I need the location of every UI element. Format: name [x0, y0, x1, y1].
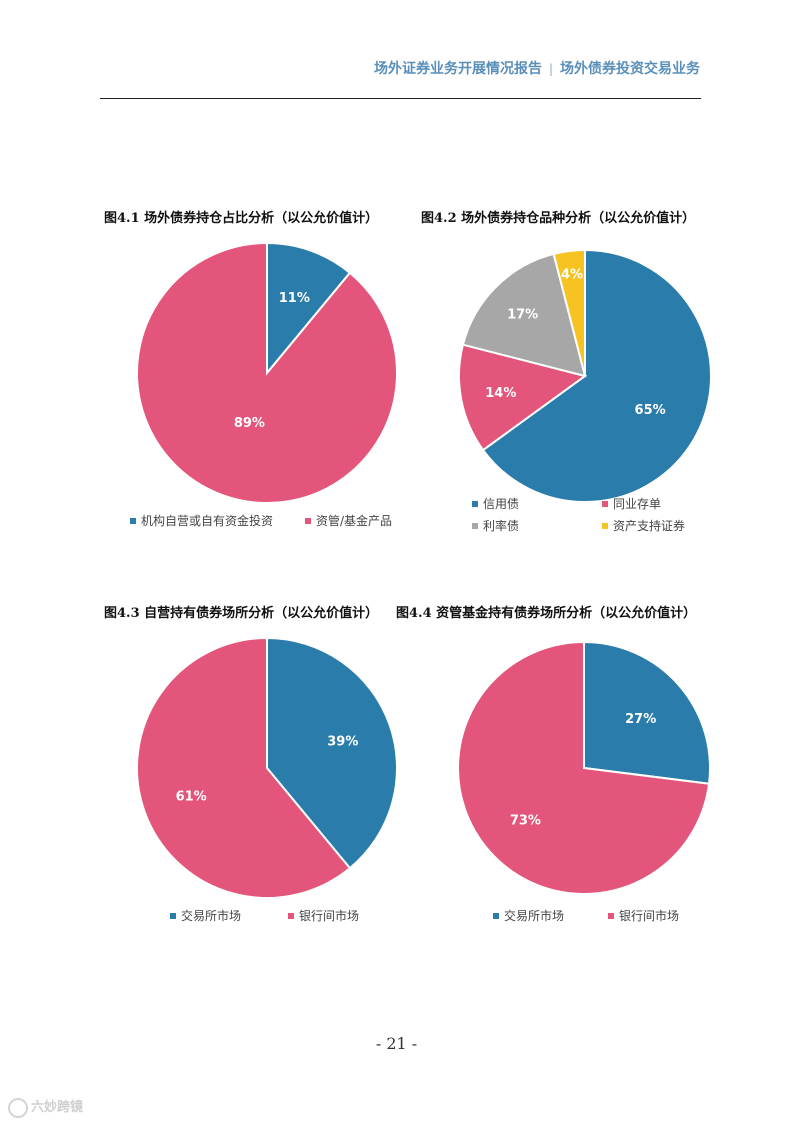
legend-item: 机构自营或自有资金投资 — [130, 512, 273, 529]
legend-4-3: 交易所市场 银行间市场 — [170, 907, 400, 927]
pie-slice-2 — [136, 241, 398, 504]
page-number: - 21 - — [375, 1034, 418, 1053]
legend-swatch — [493, 912, 499, 919]
pie-chart-4-3: 39% 61% — [136, 636, 398, 899]
legend-swatch — [602, 500, 608, 507]
legend-swatch — [130, 517, 136, 524]
legend-swatch — [170, 912, 176, 919]
header-rule — [100, 98, 701, 99]
pie-slice-label-2: 61% — [176, 789, 207, 804]
legend-4-4: 交易所市场 银行间市场 — [493, 907, 723, 927]
pie-slice-label-1: 27% — [625, 712, 656, 727]
legend-label: 交易所市场 — [504, 909, 565, 923]
legend-label: 信用债 — [483, 497, 520, 511]
legend-label: 银行间市场 — [619, 909, 680, 923]
legend-item: 交易所市场 — [493, 907, 564, 924]
page-header: 场外证券业务开展情况报告 | 场外债券投资交易业务 — [100, 58, 700, 86]
legend-swatch — [472, 522, 478, 529]
pie-chart-4-1: 11% 89% — [136, 241, 398, 504]
legend-4-2: 信用债 同业存单利率债 资产支持证券 — [472, 495, 722, 539]
pie-slice-label-1: 11% — [279, 291, 310, 306]
legend-item: 同业存单 — [602, 495, 661, 512]
pie-slice-label-1: 65% — [635, 403, 666, 418]
pie-slice-label-4: 4% — [561, 267, 583, 282]
legend-item: 交易所市场 — [170, 907, 241, 924]
legend-item: 资管/基金产品 — [305, 512, 392, 529]
pie-slice-1 — [266, 241, 352, 376]
legend-label: 利率债 — [483, 519, 520, 533]
pie-slice-label-2: 73% — [510, 814, 541, 829]
legend-label: 资管/基金产品 — [316, 514, 393, 528]
pie-slice-2 — [458, 343, 588, 452]
legend-item: 利率债 — [472, 517, 519, 534]
pie-slice-label-2: 14% — [485, 386, 516, 401]
header-separator: | — [548, 62, 553, 76]
legend-4-1: 机构自营或自有资金投资 资管/基金产品 — [130, 512, 420, 532]
legend-item: 银行间市场 — [608, 907, 679, 924]
legend-swatch — [288, 912, 294, 919]
legend-swatch — [305, 517, 311, 524]
legend-swatch — [608, 912, 614, 919]
legend-label: 银行间市场 — [299, 909, 360, 923]
chart-title-4-2: 图4.2 场外债券持仓品种分析（以公允价值计） — [421, 211, 696, 226]
legend-item: 资产支持证券 — [602, 517, 685, 534]
chart-title-4-1: 图4.1 场外债券持仓占比分析（以公允价值计） — [104, 211, 379, 226]
report-title: 场外证券业务开展情况报告 — [373, 61, 542, 77]
legend-label: 机构自营或自有资金投资 — [141, 514, 274, 528]
pie-slice-3 — [461, 252, 587, 378]
pie-slice-2 — [136, 636, 352, 899]
pie-slice-label-2: 89% — [234, 416, 265, 431]
legend-swatch — [602, 522, 608, 529]
watermark: 六妙跨镜 — [8, 1096, 83, 1118]
legend-label: 同业存单 — [613, 497, 662, 511]
chart-title-4-3: 图4.3 自营持有债券场所分析（以公允价值计） — [104, 606, 379, 621]
chart-title-4-4: 图4.4 资管基金持有债券场所分析（以公允价值计） — [396, 606, 697, 621]
pie-chart-4-4: 27% 73% — [457, 640, 711, 895]
legend-label: 资产支持证券 — [613, 519, 686, 533]
pie-slice-4 — [552, 248, 586, 377]
pie-slice-label-1: 39% — [327, 735, 358, 750]
pie-slice-1 — [583, 640, 711, 785]
pie-slice-1 — [481, 248, 712, 503]
section-title: 场外债券投资交易业务 — [560, 61, 700, 77]
watermark-logo-icon — [8, 1097, 28, 1118]
legend-item: 银行间市场 — [288, 907, 359, 924]
pie-slice-label-3: 17% — [507, 308, 538, 323]
legend-item: 信用债 — [472, 495, 519, 512]
pie-slice-2 — [457, 640, 711, 895]
legend-swatch — [472, 500, 478, 507]
legend-label: 交易所市场 — [181, 909, 242, 923]
watermark-text: 六妙跨镜 — [31, 1100, 84, 1115]
pie-chart-4-2: 65% 14% 17% 4% — [458, 248, 712, 503]
pie-slice-1 — [266, 636, 398, 870]
